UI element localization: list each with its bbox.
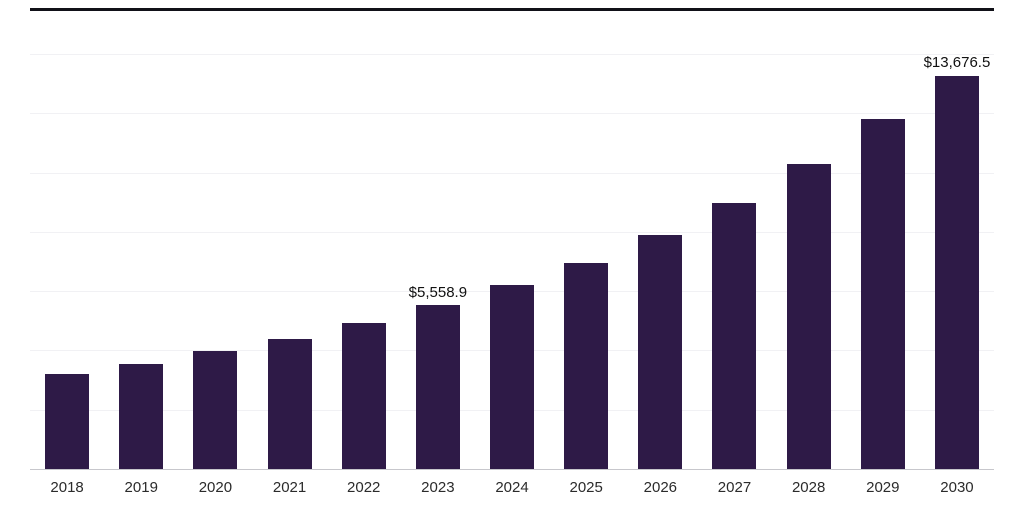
bar-2020[interactable] — [193, 351, 238, 470]
bar-slot-2019 — [104, 55, 178, 470]
bars-layer: $5,558.9 $13,676.5 — [30, 54, 994, 470]
bar-2018[interactable] — [45, 374, 90, 470]
x-tick-label-2020: 2020 — [198, 479, 233, 496]
x-axis-line — [30, 469, 994, 470]
bar-2030[interactable] — [934, 75, 979, 470]
x-tick-label-2026: 2026 — [643, 479, 678, 496]
bar-2027[interactable] — [712, 202, 757, 470]
value-label-2030: $13,676.5 — [923, 54, 991, 71]
x-tick-label-2029: 2029 — [866, 479, 900, 496]
bar-2025[interactable] — [564, 263, 609, 470]
bar-slot-2018 — [30, 55, 104, 470]
bar-slot-2026 — [623, 55, 697, 470]
gridline — [30, 231, 994, 233]
gridline — [30, 172, 994, 174]
top-divider — [30, 8, 994, 11]
bar-2021[interactable] — [267, 338, 312, 470]
bar-slot-2023: $5,558.9 — [401, 55, 475, 470]
bar-slot-2021 — [252, 55, 326, 470]
bar-2028[interactable] — [786, 164, 831, 470]
x-tick-label-2028: 2028 — [791, 479, 826, 496]
x-tick-label-2025: 2025 — [569, 479, 603, 496]
bar-2026[interactable] — [638, 234, 683, 470]
x-tick-label-2018: 2018 — [50, 479, 84, 496]
bar-2022[interactable] — [341, 322, 386, 470]
x-tick-label-2019: 2019 — [124, 479, 158, 496]
value-label-2023: $5,558.9 — [408, 283, 468, 301]
gridline — [30, 113, 994, 115]
x-axis: 2018 2019 2020 2021 2022 2023 2024 2025 2026 2027… — [30, 470, 994, 512]
bar-2024[interactable] — [490, 285, 535, 470]
x-tick-label-2022: 2022 — [347, 479, 381, 496]
bar-2029[interactable] — [860, 119, 905, 470]
x-tick-label-2024: 2024 — [495, 479, 529, 496]
bar-slot-2029 — [846, 55, 920, 470]
gridline — [30, 54, 994, 55]
plot-area: $5,558.9 $13,676.5 — [30, 54, 994, 470]
bar-slot-2025 — [549, 55, 623, 470]
bar-slot-2020 — [178, 55, 252, 470]
bar-2023[interactable] — [415, 305, 460, 470]
bar-slot-2022 — [327, 55, 401, 470]
bar-2019[interactable] — [119, 364, 164, 470]
bar-slot-2028 — [772, 55, 846, 470]
x-tick-label-2021: 2021 — [272, 479, 307, 496]
bar-slot-2027 — [697, 55, 771, 470]
x-tick-label-2027: 2027 — [717, 479, 752, 496]
bar-slot-2030: $13,676.5 — [920, 54, 994, 470]
bar-slot-2024 — [475, 55, 549, 470]
x-tick-label-2030: 2030 — [940, 479, 974, 496]
x-tick-label-2023: 2023 — [421, 479, 455, 496]
